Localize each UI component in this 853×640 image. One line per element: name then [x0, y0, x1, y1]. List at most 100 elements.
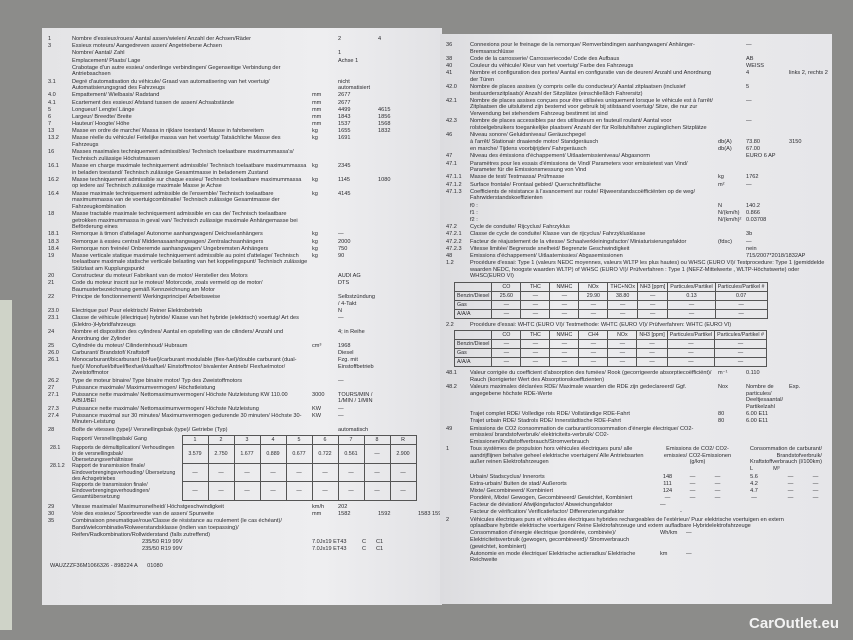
gear-header: R	[389, 435, 417, 446]
gear-ratio-table: Rapport/ Versnellingsbak/ Gang 1 2 3 4 5 6 7 8 R 2…	[48, 435, 417, 502]
field-number: 23.1	[48, 315, 59, 322]
spec-row: 47.1 Paramètres pour les essais d'émissio…	[440, 161, 832, 174]
field-value: 3b	[746, 231, 753, 238]
emissions-cell: —	[520, 308, 551, 319]
spec-row: 18.4 Remorque non freinée/ Onberemde aanh…	[42, 246, 442, 253]
field-value: DTS	[338, 280, 350, 287]
spec-row: 7 Hauteur/ Hoogte/ Höhe mm 1537 1568	[42, 121, 442, 128]
field-unit: kg	[718, 174, 724, 181]
field-label: Combinaison pneumatique/roue/Classe de r…	[72, 518, 282, 538]
field-label: Coefficients de résistance à l'avancemen…	[470, 188, 696, 202]
field-unit: N	[718, 202, 723, 209]
gear-header: 8	[363, 435, 391, 446]
emissions-header: NOx	[578, 281, 609, 292]
field-unit: mm	[312, 92, 322, 99]
ev-consumption-row: Consommation d'énergie électrique (pondé…	[440, 530, 832, 550]
field-label: Valeur corrigée du coefficient d'absorpt…	[470, 370, 712, 384]
field-label: Monocarburant/bicarburant (bi-fuel)/carb…	[72, 357, 297, 377]
field-number: 47.2.1	[446, 231, 462, 238]
field-unit: km/h	[312, 504, 325, 511]
field-value: —	[338, 405, 344, 412]
emissions-cell: Benzin/Diesel	[453, 339, 493, 350]
spec-row: 3 Essieux moteurs/ Aangedreven assen/ Ang…	[42, 43, 442, 50]
field-value: 1691	[338, 135, 351, 142]
field-label: Nombre de places assises conçues pour êt…	[470, 97, 713, 117]
field-value: 0.03708	[746, 216, 767, 223]
field-label: Electrique pur/ Puur elektrisch/ Reiner …	[72, 308, 203, 314]
spec-row: 26.1 Monocarburant/bicarburant (bi-fuel)/…	[42, 357, 442, 377]
spec-row: 24 Nombre et disposition des cylindres/ A…	[42, 329, 442, 342]
emissions-cell: 0.07	[714, 290, 768, 301]
emissions-cell: —	[491, 308, 522, 319]
field-label: Largeur/ Breedte/ Breite	[72, 113, 132, 120]
spec-row: 13 Masse en ordre de marche/ Massa in rij…	[42, 128, 442, 135]
emissions-header: Particules/Partikel	[667, 281, 716, 292]
field-number: 40	[446, 62, 453, 69]
field-label: Tous systèmes de propulsion hors véhicul…	[470, 445, 644, 466]
emissions-cell: —	[549, 357, 580, 368]
field-label: Puissance nette maximale/ Nettomaximumve…	[72, 391, 288, 405]
field-number: 47.1.1	[446, 174, 462, 181]
emissions-cell: 38.80	[607, 290, 638, 301]
gear-cell: —	[207, 462, 235, 483]
emissions-cell: —	[578, 357, 609, 368]
field-value: Fzg. mit Einstoffbetrieb	[338, 357, 374, 370]
emissions-cell: —	[666, 339, 716, 350]
field-unit: kg	[312, 135, 318, 142]
emissions-header: NH3 [ppm]	[636, 330, 668, 341]
emissions-header: CO	[491, 330, 522, 341]
field-number: 2.2	[446, 321, 454, 328]
emissions-cell: —	[636, 308, 669, 319]
watermark-logo: CarOutlet.eu	[748, 615, 839, 632]
co2-value: —	[812, 487, 819, 494]
field-label: Urbain/ Stadscyclus/ Innerorts	[470, 473, 545, 480]
field-value: 1843	[338, 113, 351, 120]
field-number: 23.0	[48, 308, 59, 314]
field-label: Consommation d'énergie électrique (pondé…	[470, 530, 630, 550]
field-label: Remorque à essieu central/ Middenasaanha…	[72, 238, 264, 245]
emissions-cell: —	[666, 348, 716, 359]
gear-cell: —	[285, 462, 313, 483]
co2-value: —	[787, 473, 794, 480]
emissions-cell: —	[636, 357, 668, 368]
document-page-left: 1 Nombre d'essieux/roues/ Aantal assen/wi…	[42, 28, 444, 605]
emissions-cell: Gas	[453, 348, 493, 359]
co2-row: Extra-urbain/ Buiten de stad/ Außerorts 1…	[440, 481, 832, 488]
field-number	[48, 482, 70, 501]
field-label: Cylindrée du moteur/ Cilinderinhoud/ Hub…	[72, 342, 188, 349]
field-number: 2	[446, 516, 450, 523]
rim-size: 7.0Jx19 ET43	[312, 545, 347, 552]
field-value: EURO 6 AP	[746, 153, 776, 160]
spec-row: 27.3 Puissance nette maximale/ Nettomaxim…	[42, 406, 442, 413]
spec-row: 47.2 Cycle de conduite/ Rijcyclus/ Fahrzy…	[440, 224, 832, 231]
gear-header: 7	[337, 435, 365, 446]
emissions-cell: 29.90	[578, 290, 609, 301]
emissions-header: NMHC	[549, 330, 580, 341]
field-number: 47.1.2	[446, 181, 462, 188]
field-label: Cycle de conduite/ Rijcyclus/ Fahrzyklus	[470, 224, 570, 231]
co2-value: —	[751, 495, 757, 502]
gear-cell: 0.677	[285, 444, 313, 464]
field-label: Vitesse maximale/ Maximumsnelheid/ Höchs…	[72, 504, 224, 511]
emissions-cell: —	[578, 348, 609, 359]
spec-row: 20 Constructeur du moteur/ Fabrikant van …	[42, 273, 442, 280]
field-number: 3.1	[48, 78, 56, 85]
field-label: Couleur du véhicule/ Kleur van het voert…	[470, 62, 634, 69]
spec-row: 27.4 Puissance maximal sur 30 minutes/ Ma…	[42, 413, 442, 426]
emissions-cell: —	[667, 299, 716, 310]
emissions-cell: —	[578, 308, 609, 319]
field-value: 6.00 E11	[746, 411, 768, 418]
gear-cell: —	[337, 481, 365, 502]
spec-row: 27 Puissance maximale/ Maximumvermogen/ H…	[42, 385, 442, 392]
field-number: 4.0	[48, 92, 56, 99]
spec-row: 19 Masse verticale statique maximale tech…	[42, 253, 442, 273]
field-label: Masse verticale statique maximale techni…	[72, 252, 308, 273]
field-label: Paramètres pour les essais d'émissions d…	[470, 160, 688, 174]
field-number: 38	[446, 55, 453, 62]
spec-row: 47.2.3 Vitesse limitée/ Begrensde snelhei…	[440, 246, 832, 253]
tyre-class: C	[362, 545, 367, 552]
field-number: 47	[446, 153, 453, 160]
field-label: Surface frontale/ Frontaal gebied/ Quers…	[470, 181, 601, 188]
field-value: 715/2007*2018/1832AP	[746, 252, 806, 259]
field-value: —	[746, 181, 752, 188]
